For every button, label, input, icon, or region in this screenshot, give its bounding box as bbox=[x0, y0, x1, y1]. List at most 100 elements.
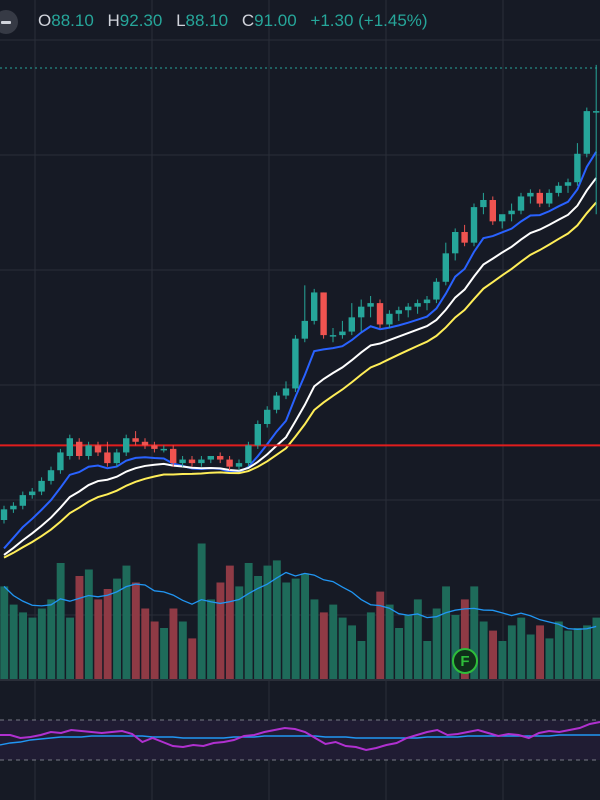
candle-body bbox=[264, 409, 271, 424]
ma-blue-line bbox=[3, 151, 598, 550]
ma-white-line bbox=[3, 177, 597, 556]
close-value: 91.00 bbox=[254, 11, 297, 30]
volume-bar bbox=[564, 630, 573, 680]
candle-body bbox=[527, 192, 534, 197]
candle-body bbox=[414, 303, 421, 307]
volume-bar bbox=[47, 599, 56, 680]
volume-bar bbox=[545, 638, 554, 680]
candles-layer bbox=[0, 64, 600, 524]
high-key: H bbox=[107, 11, 120, 30]
volume-bar bbox=[28, 617, 37, 680]
candle-body bbox=[574, 153, 581, 183]
close-key: C bbox=[241, 11, 255, 30]
volume-bar bbox=[113, 578, 121, 680]
volume-bar bbox=[235, 586, 244, 680]
volume-bar bbox=[0, 586, 9, 680]
candle-body bbox=[329, 335, 337, 337]
volume-bar bbox=[413, 599, 422, 680]
volume-layer bbox=[0, 543, 600, 680]
candle-body bbox=[489, 200, 496, 222]
volume-bar bbox=[395, 628, 403, 680]
candle-body bbox=[0, 509, 8, 520]
candle-body bbox=[358, 306, 365, 318]
volume-bar bbox=[56, 563, 65, 680]
volume-bar bbox=[366, 612, 375, 680]
candle-body bbox=[66, 438, 73, 456]
rsi-pane bbox=[0, 679, 600, 761]
volume-bar bbox=[470, 586, 479, 680]
candle-body bbox=[292, 338, 299, 389]
volume-bar bbox=[554, 621, 563, 680]
candle-body bbox=[151, 445, 158, 449]
volume-bar bbox=[9, 604, 18, 680]
candle-body bbox=[76, 441, 83, 456]
volume-bar bbox=[507, 625, 516, 680]
candle-body bbox=[85, 445, 92, 456]
open-value: 88.10 bbox=[51, 11, 94, 30]
candle-body bbox=[38, 480, 45, 492]
volume-bar bbox=[254, 576, 262, 680]
candle-body bbox=[19, 495, 26, 506]
volume-bar bbox=[489, 630, 497, 680]
volume-bar bbox=[536, 625, 544, 680]
candle-body bbox=[47, 470, 55, 481]
volume-bar bbox=[573, 628, 582, 680]
volume-bar bbox=[460, 599, 469, 680]
volume-bar bbox=[451, 615, 460, 680]
volume-bar bbox=[357, 641, 366, 680]
candle-body bbox=[320, 292, 327, 336]
candle-body bbox=[198, 459, 205, 464]
candle-body bbox=[254, 424, 261, 446]
volume-bar bbox=[216, 582, 225, 680]
volume-bar bbox=[423, 641, 432, 680]
open-key: O bbox=[38, 11, 52, 30]
volume-bar bbox=[160, 628, 168, 680]
candle-body bbox=[141, 441, 149, 446]
ma-yellow-line bbox=[3, 201, 597, 559]
volume-bar bbox=[244, 563, 253, 680]
volume-bar bbox=[150, 621, 159, 680]
volume-bar bbox=[103, 589, 112, 680]
candle-body bbox=[273, 395, 280, 410]
candle-body bbox=[508, 210, 515, 215]
volume-bar bbox=[263, 565, 272, 680]
candle-body bbox=[480, 200, 487, 208]
candle-body bbox=[226, 459, 233, 467]
candle-body bbox=[132, 438, 139, 442]
moving-average-layer bbox=[0, 151, 600, 559]
candle-body bbox=[536, 192, 543, 204]
volume-bar bbox=[479, 621, 488, 680]
candle-body bbox=[386, 313, 393, 325]
volume-bar bbox=[131, 582, 140, 680]
candle-body bbox=[170, 448, 177, 464]
volume-bar bbox=[178, 621, 187, 680]
candle-body bbox=[348, 317, 355, 332]
volume-bar bbox=[338, 617, 347, 680]
candle-body bbox=[217, 456, 224, 460]
event-flag-badge[interactable]: F bbox=[452, 648, 478, 674]
volume-bar bbox=[94, 599, 103, 680]
candle-body bbox=[405, 306, 412, 311]
candle-body bbox=[423, 299, 431, 304]
volume-bar bbox=[141, 608, 150, 680]
volume-bar bbox=[291, 578, 300, 680]
candle-body bbox=[282, 388, 290, 396]
volume-bar bbox=[498, 641, 507, 680]
volume-bar bbox=[319, 612, 328, 680]
rsi-line bbox=[0, 721, 600, 752]
candle-body bbox=[104, 452, 111, 464]
volume-bar bbox=[301, 573, 309, 680]
volume-bar bbox=[122, 565, 131, 680]
volume-bar bbox=[517, 617, 526, 680]
high-value: 92.30 bbox=[119, 11, 163, 30]
candle-body bbox=[583, 111, 590, 154]
legend-menu-button[interactable] bbox=[0, 10, 18, 34]
ohlc-legend: O88.10 H92.30 L88.10 C91.00 +1.30 (+1.45… bbox=[38, 11, 428, 31]
candle-body bbox=[395, 310, 402, 314]
volume-bar bbox=[526, 634, 535, 680]
volume-bar bbox=[207, 599, 215, 680]
candle-body bbox=[442, 253, 449, 282]
volume-bar bbox=[583, 625, 591, 680]
volume-bar bbox=[197, 543, 206, 680]
